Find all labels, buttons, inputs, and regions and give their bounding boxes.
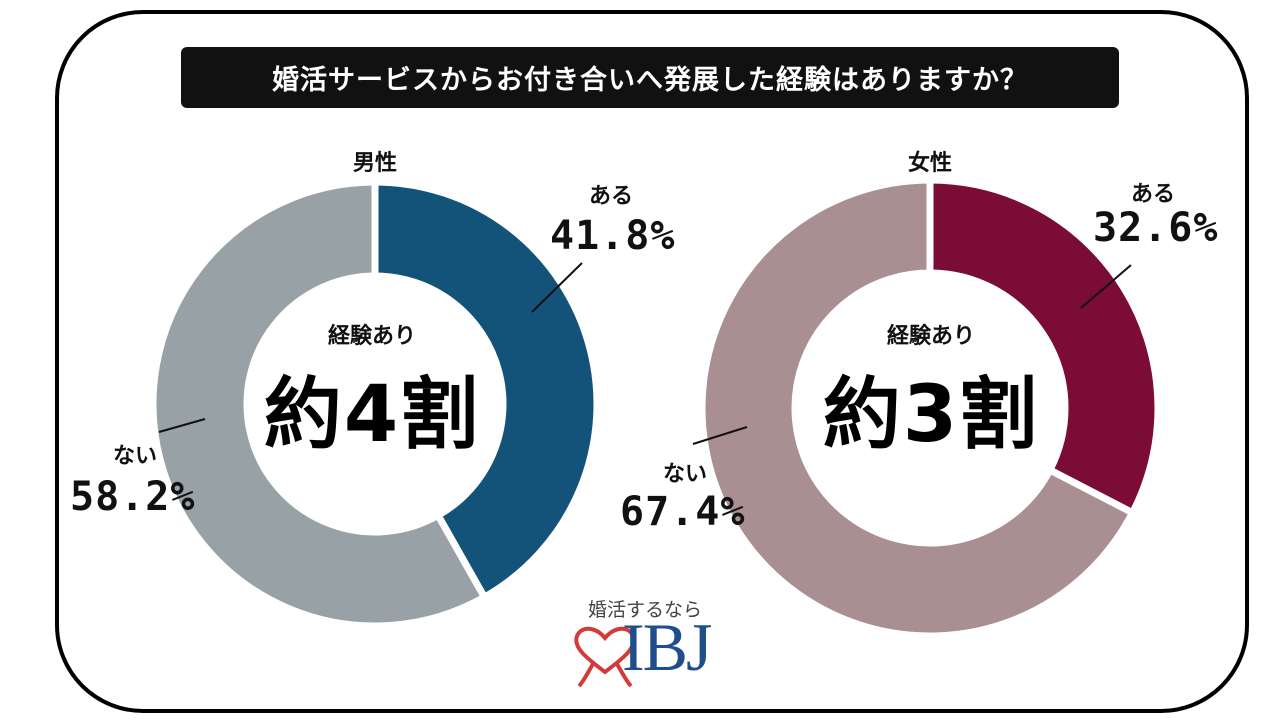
leader-line-male-no [158,418,206,433]
ribbon-icon [577,662,633,688]
donut-female [698,176,1162,640]
chart-title: 婚活サービスからお付き合いへ発展した経験はありますか？ [181,47,1119,108]
female-no-value: 67.4% [620,489,746,535]
male-center-value: 約4割 [263,370,481,460]
female-title: 女性 [907,151,952,176]
logo-tagline: 婚活するなら [587,599,702,621]
male-slice-yes [371,178,601,602]
leader-line-female-no [692,426,748,445]
female-yes-value: 32.6% [1093,205,1219,251]
male-yes-label: ある [589,184,634,209]
leader-line-male-yes [531,262,583,313]
leader-line-female-yes [1080,264,1132,309]
donut-male [149,178,601,630]
male-no-label: ない [113,444,158,469]
female-slice-yes [926,176,1162,518]
female-slice-no [698,176,1138,640]
female-center-value: 約3割 [822,370,1040,460]
female-no-label: ない [663,462,708,487]
male-yes-value: 41.8% [550,213,676,259]
male-slice-no [149,178,490,630]
heart-icon [574,626,636,675]
male-no-value: 58.2% [70,474,196,520]
male-center-caption: 経験あり [327,324,416,349]
ibj-logo [574,626,636,688]
logo-name: IBJ [622,609,712,685]
female-yes-label: ある [1131,182,1176,207]
female-center-caption: 経験あり [886,324,975,349]
male-title: 男性 [352,151,397,176]
